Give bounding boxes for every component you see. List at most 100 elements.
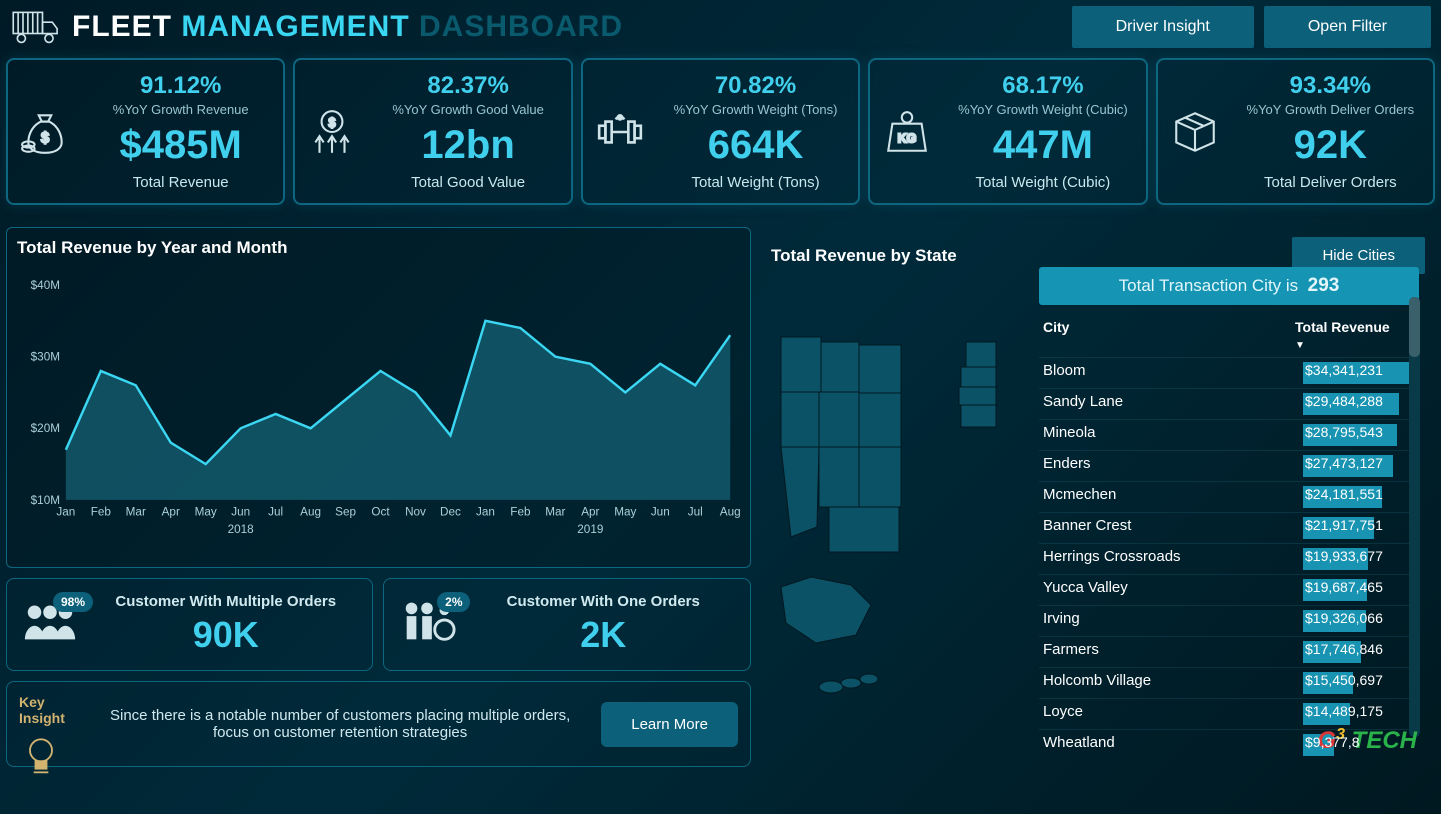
revenue-bar: $19,326,066 bbox=[1303, 610, 1415, 632]
svg-text:Jun: Jun bbox=[231, 506, 250, 519]
city-name: Herrings Crossroads bbox=[1043, 548, 1303, 570]
title-part-dashboard: DASHBOARD bbox=[419, 10, 623, 43]
revenue-bar: $24,181,551 bbox=[1303, 486, 1415, 508]
kpi-card-1[interactable]: $ 82.37% %YoY Growth Good Value 12bn Tot… bbox=[293, 58, 572, 205]
svg-text:Sep: Sep bbox=[335, 506, 356, 519]
city-row[interactable]: Yucca Valley $19,687,465 bbox=[1039, 574, 1419, 605]
kpi-label: %YoY Growth Weight (Tons) bbox=[661, 102, 850, 117]
multi-label: Customer With Multiple Orders bbox=[93, 593, 358, 610]
header: FLEET MANAGEMENT DASHBOARD Driver Insigh… bbox=[0, 0, 1441, 54]
insight-title: Key Insight bbox=[19, 694, 79, 726]
package-icon bbox=[1166, 103, 1224, 161]
transaction-banner: Total Transaction City is 293 bbox=[1039, 267, 1419, 305]
svg-text:Apr: Apr bbox=[581, 506, 599, 519]
kpi-total-label: Total Deliver Orders bbox=[1236, 174, 1425, 191]
learn-more-button[interactable]: Learn More bbox=[601, 702, 738, 747]
city-row[interactable]: Sandy Lane $29,484,288 bbox=[1039, 388, 1419, 419]
kpi-pct: 82.37% bbox=[373, 72, 562, 100]
revenue-area-chart[interactable]: $10M$20M$30M$40MJanFebMarAprMayJunJulAug… bbox=[17, 272, 740, 552]
svg-text:Mar: Mar bbox=[545, 506, 565, 519]
svg-text:$30M: $30M bbox=[31, 351, 60, 364]
revenue-bar: $21,917,751 bbox=[1303, 517, 1415, 539]
kpi-value: $485M bbox=[86, 123, 275, 168]
driver-insight-button[interactable]: Driver Insight bbox=[1072, 6, 1254, 48]
city-name: Holcomb Village bbox=[1043, 672, 1303, 694]
city-row[interactable]: Holcomb Village $15,450,697 bbox=[1039, 667, 1419, 698]
kpi-card-3[interactable]: KG 68.17% %YoY Growth Weight (Cubic) 447… bbox=[868, 58, 1147, 205]
city-row[interactable]: Mcmechen $24,181,551 bbox=[1039, 481, 1419, 512]
one-value: 2K bbox=[470, 614, 735, 656]
city-row[interactable]: Enders $27,473,127 bbox=[1039, 450, 1419, 481]
open-filter-button[interactable]: Open Filter bbox=[1264, 6, 1431, 48]
kpi-card-2[interactable]: 70.82% %YoY Growth Weight (Tons) 664K To… bbox=[581, 58, 860, 205]
city-table-header: City Total Revenue▼ bbox=[1039, 313, 1419, 357]
title-part-fleet: FLEET bbox=[72, 10, 172, 43]
svg-text:Oct: Oct bbox=[371, 506, 390, 519]
city-name: Yucca Valley bbox=[1043, 579, 1303, 601]
city-row[interactable]: Herrings Crossroads $19,933,677 bbox=[1039, 543, 1419, 574]
svg-text:Feb: Feb bbox=[91, 506, 112, 519]
truck-logo-icon bbox=[10, 7, 62, 47]
kpi-value: 447M bbox=[948, 123, 1137, 168]
people-group-icon: 98% bbox=[21, 596, 79, 654]
col-city[interactable]: City bbox=[1043, 319, 1295, 351]
us-map[interactable] bbox=[771, 327, 1001, 727]
svg-text:KG: KG bbox=[898, 131, 917, 145]
city-row[interactable]: Irving $19,326,066 bbox=[1039, 605, 1419, 636]
svg-text:Jun: Jun bbox=[651, 506, 670, 519]
kpi-card-4[interactable]: 93.34% %YoY Growth Deliver Orders 92K To… bbox=[1156, 58, 1435, 205]
coin-arrows-icon: $ bbox=[303, 103, 361, 161]
kpi-label: %YoY Growth Deliver Orders bbox=[1236, 102, 1425, 117]
multi-value: 90K bbox=[93, 614, 358, 656]
city-name: Irving bbox=[1043, 610, 1303, 632]
lightbulb-icon: Key Insight bbox=[19, 694, 79, 754]
city-name: Bloom bbox=[1043, 362, 1303, 384]
svg-text:Jan: Jan bbox=[476, 506, 495, 519]
svg-text:$40M: $40M bbox=[31, 279, 60, 292]
revenue-bar: $15,450,697 bbox=[1303, 672, 1415, 694]
svg-text:2018: 2018 bbox=[228, 523, 255, 536]
svg-text:Jul: Jul bbox=[268, 506, 283, 519]
banner-prefix: Total Transaction City is bbox=[1119, 276, 1299, 295]
city-row[interactable]: Wheatland $9,377,8 bbox=[1039, 729, 1419, 760]
revenue-chart-panel: Total Revenue by Year and Month $10M$20M… bbox=[6, 227, 751, 568]
key-insight-panel: Key Insight Since there is a notable num… bbox=[6, 681, 751, 767]
city-name: Farmers bbox=[1043, 641, 1303, 663]
kpi-value: 92K bbox=[1236, 123, 1425, 168]
city-name: Mineola bbox=[1043, 424, 1303, 446]
title-part-management: MANAGEMENT bbox=[181, 10, 409, 43]
kpi-label: %YoY Growth Weight (Cubic) bbox=[948, 102, 1137, 117]
city-row[interactable]: Loyce $14,489,175 bbox=[1039, 698, 1419, 729]
svg-text:Apr: Apr bbox=[162, 506, 180, 519]
kpi-total-label: Total Revenue bbox=[86, 174, 275, 191]
city-row[interactable]: Mineola $28,795,543 bbox=[1039, 419, 1419, 450]
revenue-bar: $14,489,175 bbox=[1303, 703, 1415, 725]
svg-text:May: May bbox=[195, 506, 217, 519]
kpi-value: 12bn bbox=[373, 123, 562, 168]
city-table-panel: Total Transaction City is 293 City Total… bbox=[1039, 267, 1419, 760]
city-row[interactable]: Farmers $17,746,846 bbox=[1039, 636, 1419, 667]
banner-number: 293 bbox=[1308, 275, 1340, 296]
insight-body: Since there is a notable number of custo… bbox=[91, 707, 589, 741]
revenue-by-state-panel: Total Revenue by State Hide Cities bbox=[761, 227, 1435, 767]
city-name: Wheatland bbox=[1043, 734, 1303, 756]
money-bag-icon: $ bbox=[16, 103, 74, 161]
svg-text:2019: 2019 bbox=[577, 523, 603, 536]
svg-text:$: $ bbox=[41, 130, 49, 146]
col-revenue[interactable]: Total Revenue▼ bbox=[1295, 319, 1415, 351]
city-row[interactable]: Banner Crest $21,917,751 bbox=[1039, 512, 1419, 543]
svg-text:Aug: Aug bbox=[720, 506, 740, 519]
city-name: Enders bbox=[1043, 455, 1303, 477]
kpi-label: %YoY Growth Good Value bbox=[373, 102, 562, 117]
svg-text:Mar: Mar bbox=[126, 506, 146, 519]
kpi-card-0[interactable]: $ 91.12% %YoY Growth Revenue $485M Total… bbox=[6, 58, 285, 205]
kpi-pct: 68.17% bbox=[948, 72, 1137, 100]
svg-text:$: $ bbox=[329, 115, 336, 129]
kpi-total-label: Total Weight (Tons) bbox=[661, 174, 850, 191]
revenue-bar: $34,341,231 bbox=[1303, 362, 1415, 384]
city-row[interactable]: Bloom $34,341,231 bbox=[1039, 357, 1419, 388]
svg-text:Feb: Feb bbox=[510, 506, 531, 519]
one-label: Customer With One Orders bbox=[470, 593, 735, 610]
svg-text:Jul: Jul bbox=[688, 506, 703, 519]
revenue-bar: $28,795,543 bbox=[1303, 424, 1415, 446]
